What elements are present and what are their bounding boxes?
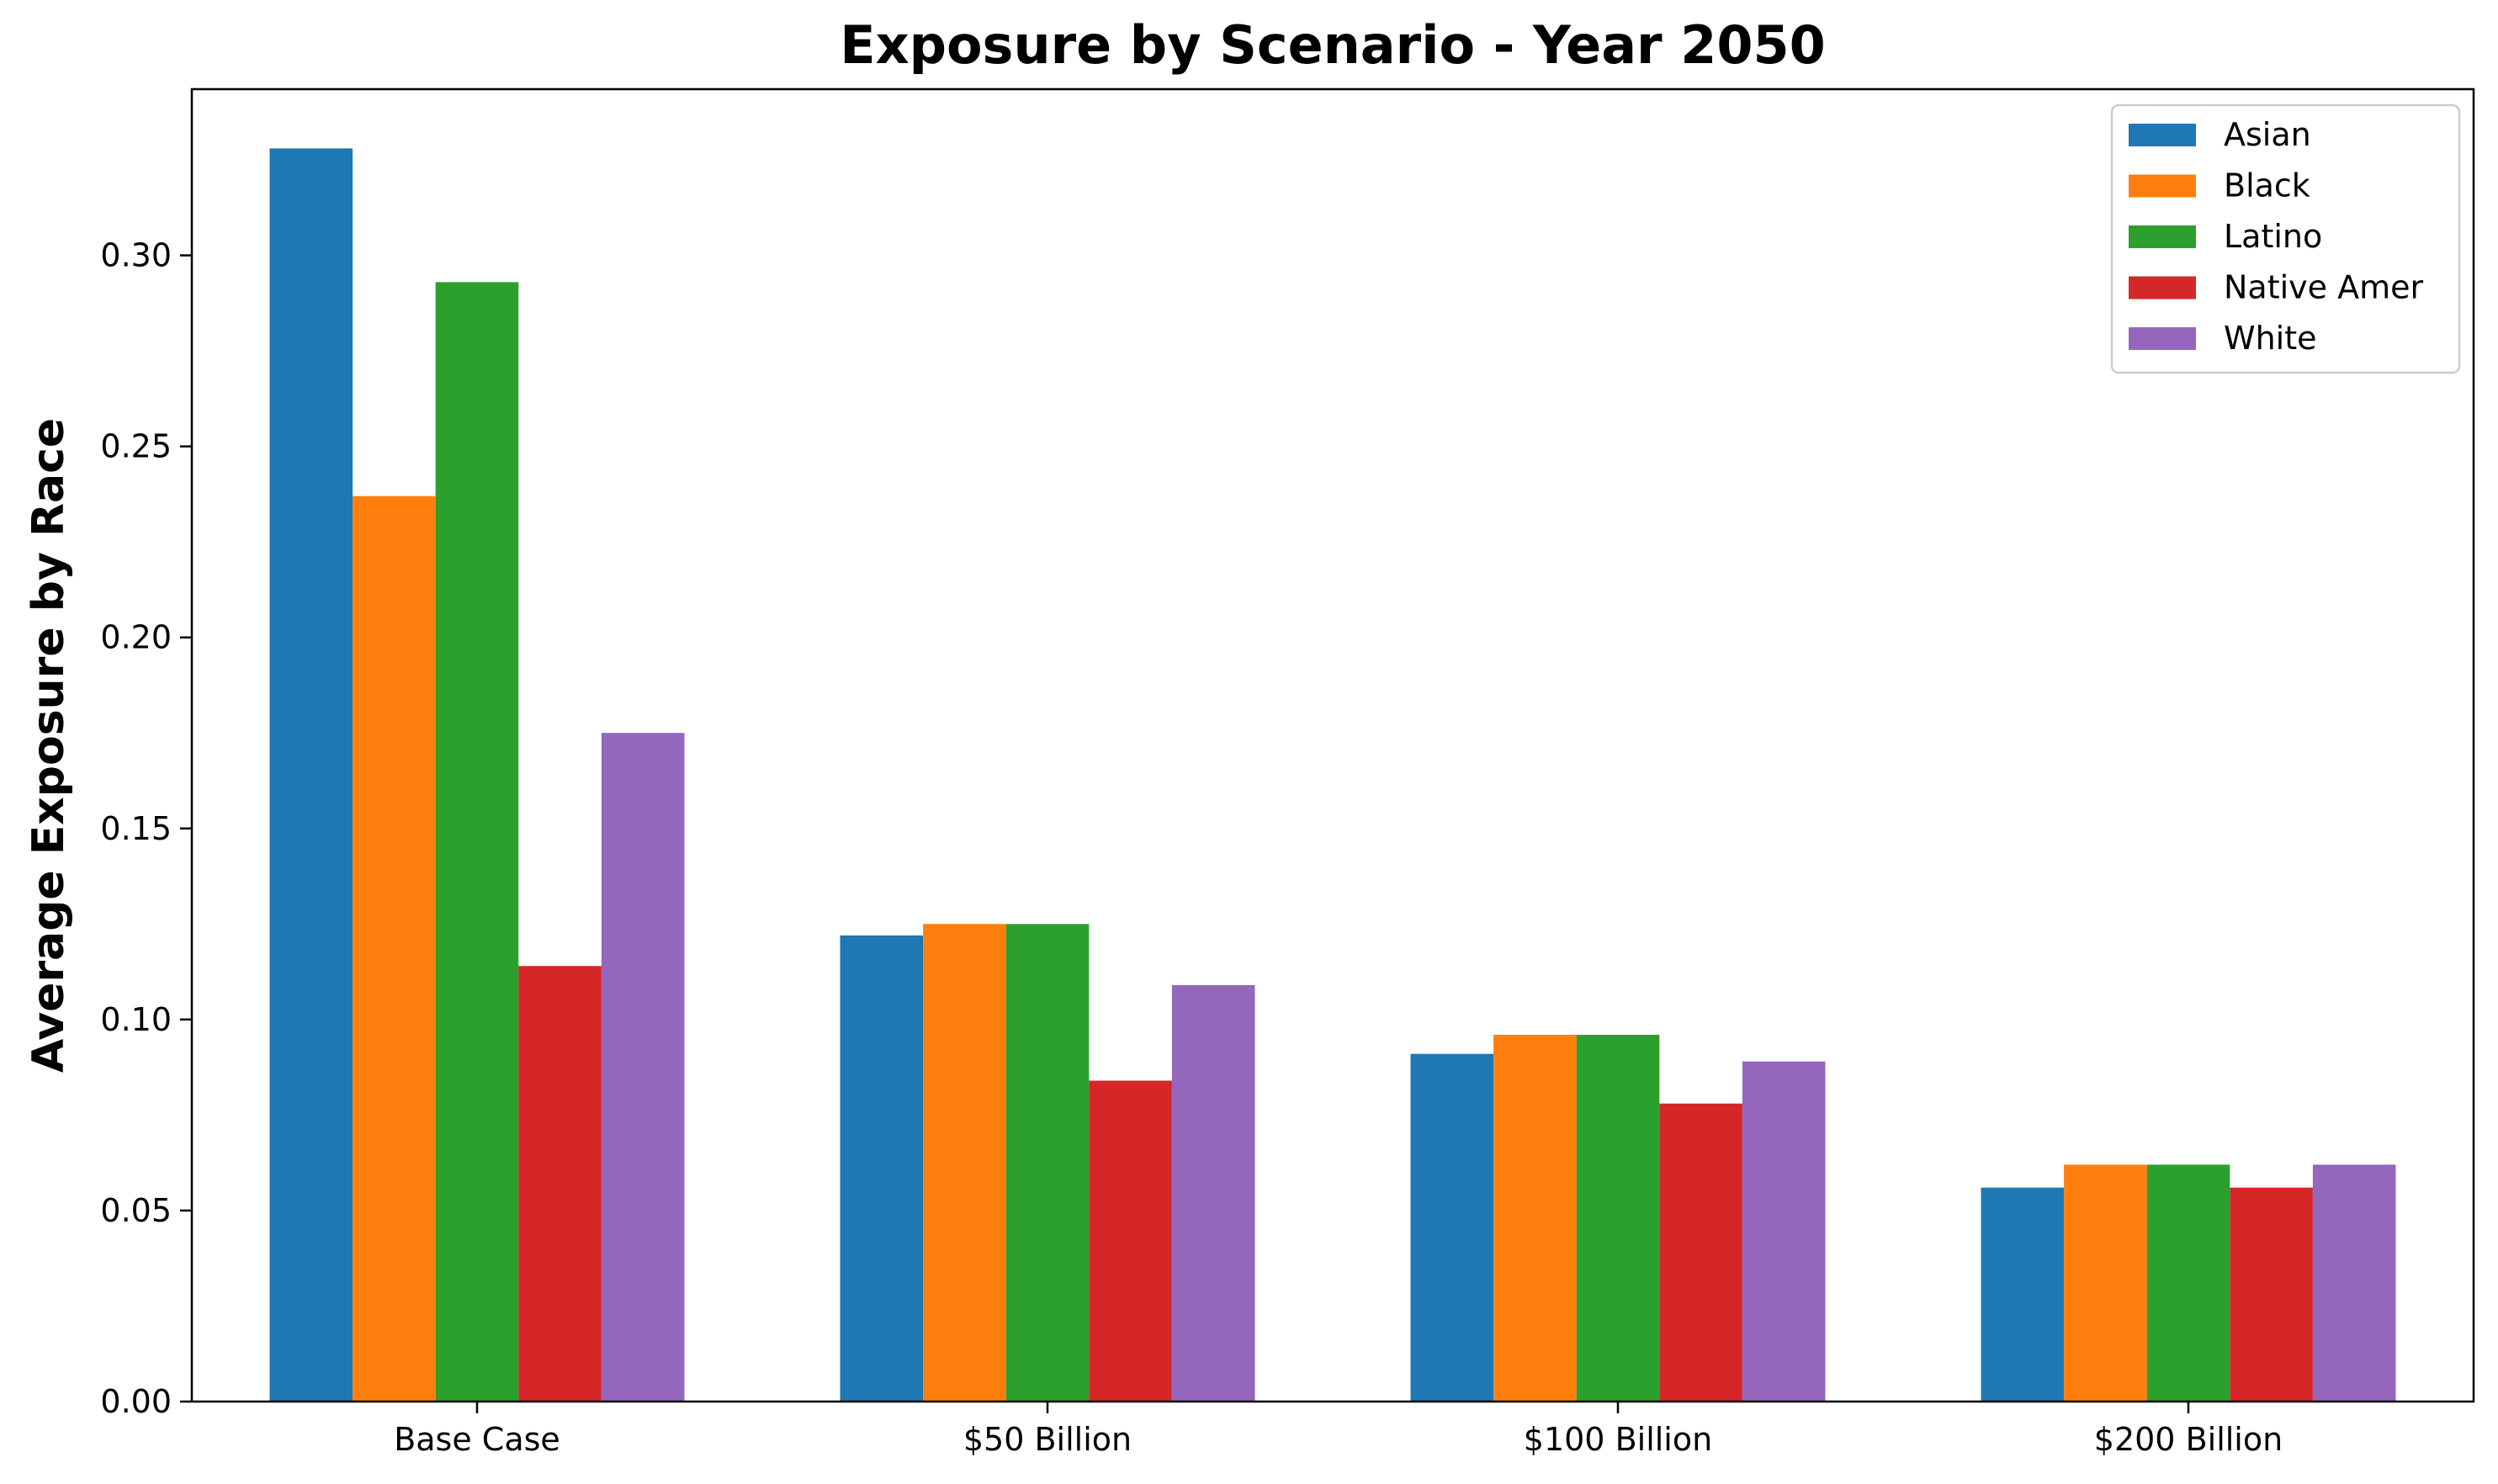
legend-label: Black — [2224, 167, 2310, 204]
y-tick-label: 0.00 — [100, 1383, 172, 1420]
y-axis-label: Average Exposure by Race — [24, 418, 74, 1073]
y-tick-label: 0.20 — [100, 619, 172, 656]
legend-box — [2110, 103, 2461, 374]
bar-white-0 — [601, 733, 685, 1402]
bar-white-1 — [1171, 984, 1255, 1402]
bar-native-amer-2 — [1659, 1103, 1742, 1402]
bar-asian-2 — [1410, 1053, 1494, 1402]
bar-white-2 — [1742, 1061, 1826, 1402]
legend-swatch-latino — [2129, 225, 2196, 248]
legend-label: Native Amer — [2224, 269, 2424, 306]
y-tick-label: 0.30 — [100, 237, 172, 274]
bar-latino-0 — [435, 282, 519, 1402]
y-tick-label: 0.05 — [100, 1192, 172, 1229]
bar-asian-1 — [840, 935, 924, 1402]
x-axis-ticks: Base Case $50 Billion $100 Billion $200 Bil… — [394, 1402, 2283, 1458]
bar-native-amer-3 — [2230, 1187, 2313, 1402]
x-tick-label: $50 Billion — [963, 1421, 1132, 1458]
bar-black-0 — [353, 496, 436, 1402]
legend-label: Asian — [2224, 116, 2311, 153]
bar-native-amer-1 — [1089, 1080, 1172, 1402]
legend: Asian Black Latino Native Amer White — [2110, 103, 2461, 374]
bars — [269, 148, 2396, 1402]
legend-label: Latino — [2224, 218, 2322, 255]
chart-title: Exposure by Scenario - Year 2050 — [840, 14, 1826, 76]
bar-latino-1 — [1005, 924, 1090, 1402]
bar-black-3 — [2064, 1164, 2147, 1402]
y-tick-label: 0.25 — [100, 428, 172, 465]
x-tick-label: Base Case — [394, 1421, 560, 1458]
legend-swatch-white — [2129, 327, 2196, 350]
legend-label: White — [2224, 320, 2317, 357]
legend-swatch-black — [2129, 174, 2196, 198]
y-tick-label: 0.10 — [100, 1001, 172, 1038]
y-axis-ticks: 0.00 0.05 0.10 0.15 0.20 0.25 0.30 — [100, 237, 192, 1420]
bar-asian-0 — [269, 148, 353, 1402]
bar-black-1 — [923, 924, 1006, 1402]
bar-white-3 — [2312, 1164, 2396, 1402]
legend-swatch-asian — [2129, 124, 2196, 146]
bar-latino-2 — [1576, 1035, 1660, 1402]
bar-native-amer-0 — [518, 966, 602, 1402]
legend-swatch-native-amer — [2129, 276, 2196, 299]
x-tick-label: $100 Billion — [1524, 1421, 1712, 1458]
bar-black-2 — [1493, 1035, 1577, 1402]
y-tick-label: 0.15 — [100, 810, 172, 847]
x-tick-label: $200 Billion — [2094, 1421, 2283, 1458]
plot-frame — [190, 87, 2475, 1403]
bar-latino-3 — [2146, 1164, 2230, 1402]
bar-asian-3 — [1981, 1187, 2065, 1402]
